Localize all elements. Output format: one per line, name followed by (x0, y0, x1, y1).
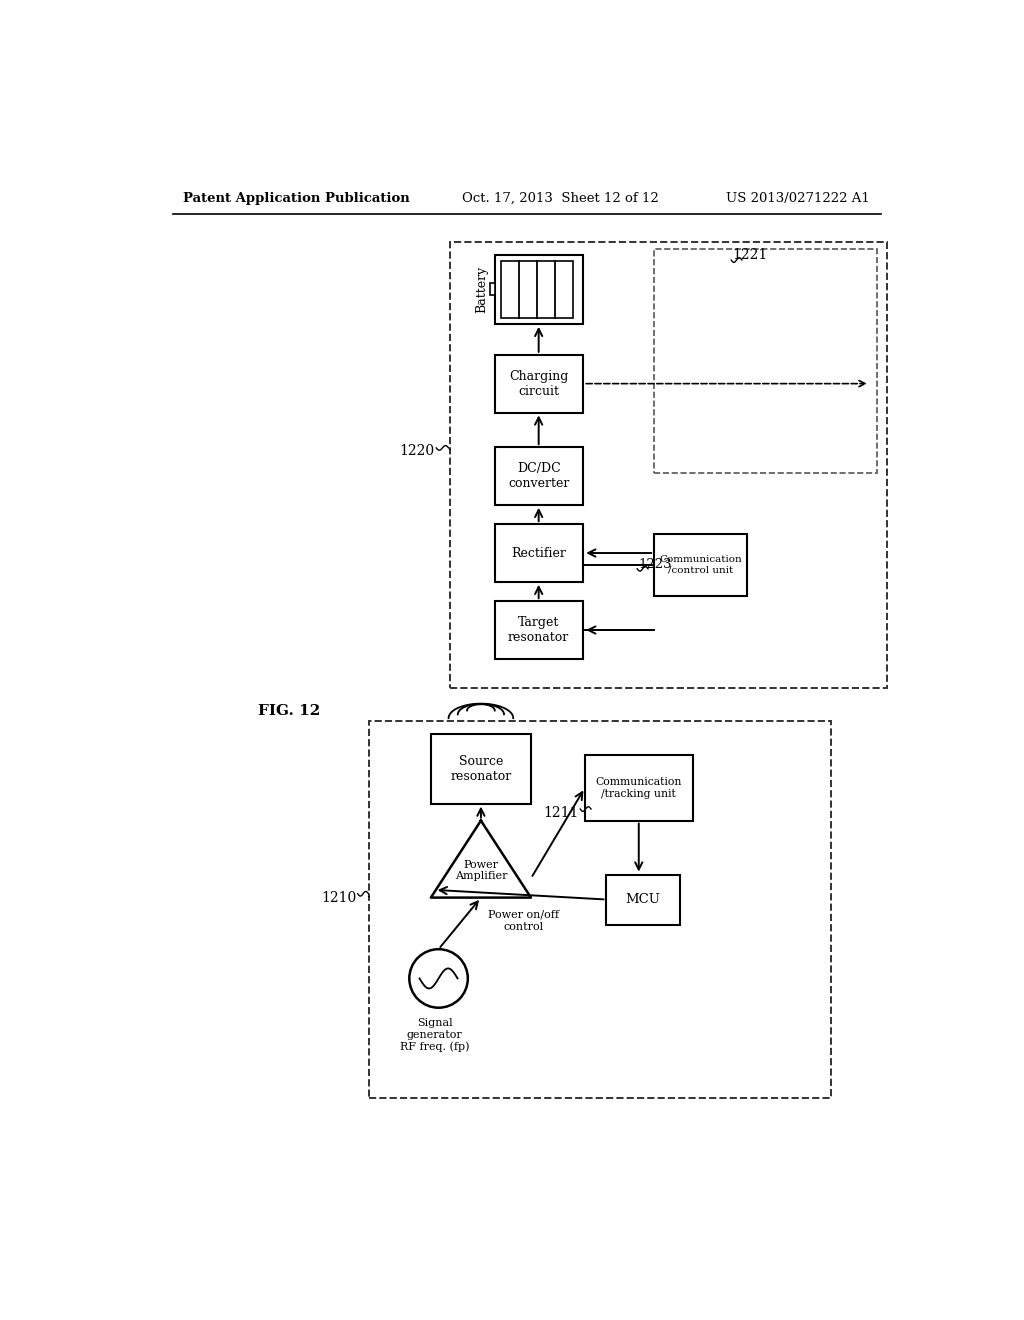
Bar (490, 284, 495, 296)
Bar (495, 355, 584, 412)
Bar (606, 875, 680, 924)
Text: Patent Application Publication: Patent Application Publication (183, 191, 410, 205)
Text: Power
Amplifier: Power Amplifier (455, 859, 507, 882)
Text: FIG. 12: FIG. 12 (258, 705, 319, 718)
Bar (431, 734, 531, 804)
Text: Oct. 17, 2013  Sheet 12 of 12: Oct. 17, 2013 Sheet 12 of 12 (462, 191, 658, 205)
Text: 1210: 1210 (321, 891, 356, 904)
Bar (451, 242, 887, 688)
Bar (585, 755, 692, 821)
Text: Charging
circuit: Charging circuit (509, 370, 568, 397)
Bar (654, 249, 878, 473)
Text: Target
resonator: Target resonator (508, 616, 569, 644)
Bar (501, 261, 573, 318)
Text: 1211: 1211 (544, 807, 579, 820)
Bar (495, 524, 584, 582)
Bar (495, 255, 584, 323)
Text: Signal
generator
RF freq. (fp): Signal generator RF freq. (fp) (400, 1019, 469, 1052)
Text: US 2013/0271222 A1: US 2013/0271222 A1 (726, 191, 869, 205)
Bar (654, 535, 746, 595)
Text: Source
resonator: Source resonator (451, 755, 512, 783)
Bar (370, 721, 831, 1098)
Bar (495, 447, 584, 506)
Text: Battery: Battery (475, 265, 488, 313)
Bar (495, 601, 584, 659)
Text: MCU: MCU (626, 894, 660, 906)
Text: Power on/off
control: Power on/off control (487, 909, 559, 932)
Text: Rectifier: Rectifier (511, 546, 566, 560)
Text: 1223: 1223 (639, 558, 673, 572)
Text: Communication
/control unit: Communication /control unit (659, 556, 741, 574)
Text: 1220: 1220 (399, 444, 435, 458)
Text: 1221: 1221 (733, 248, 768, 261)
Text: DC/DC
converter: DC/DC converter (508, 462, 569, 490)
Text: Communication
/tracking unit: Communication /tracking unit (596, 777, 682, 799)
